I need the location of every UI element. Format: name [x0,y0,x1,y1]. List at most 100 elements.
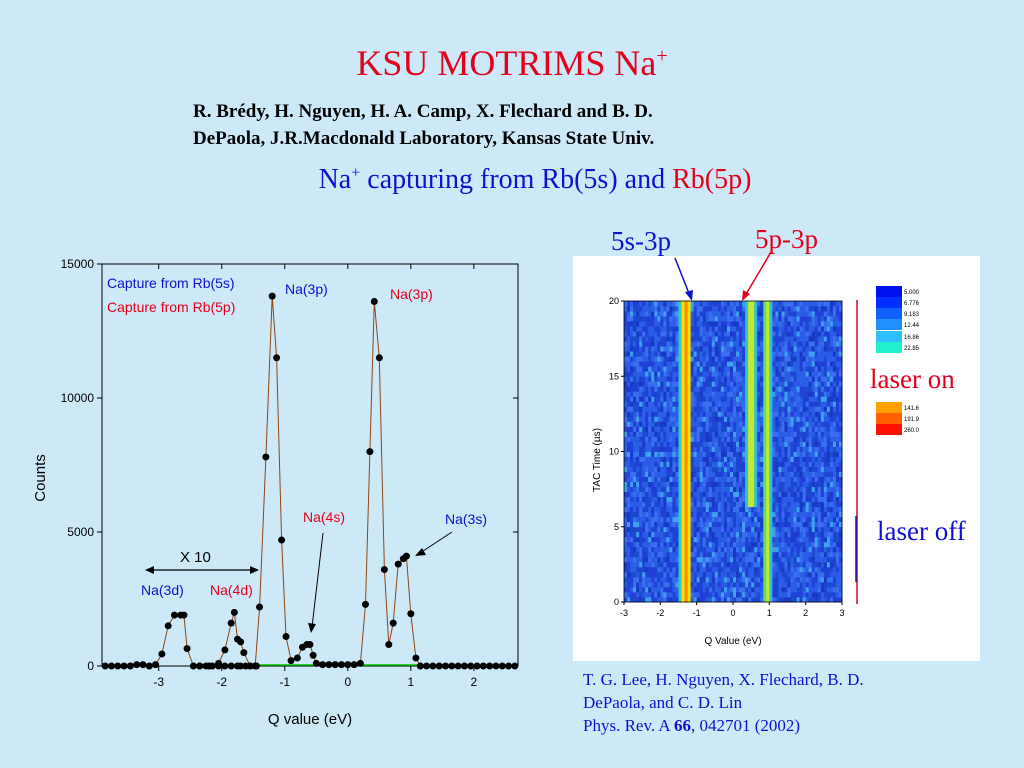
heatmap-cell [651,371,655,377]
heatmap-cell [633,576,637,583]
heatmap-cell [823,551,828,558]
heatmap-cell [745,551,749,558]
heatmap-cell [669,566,673,573]
heatmap-cell [705,451,710,457]
heatmap-cell [672,336,676,342]
heatmap-cell [624,331,628,337]
heatmap-cell [711,331,716,337]
heatmap-cell [717,416,722,422]
heatmap-cell [787,551,791,558]
heatmap-cell [805,476,810,482]
heatmap-cell [826,501,831,508]
heatmap-cell [693,321,698,327]
heatmap-cell [681,386,685,392]
heatmap-cell [675,526,679,533]
heatmap-cell [805,591,810,598]
heatmap-cell [708,486,713,493]
heatmap-cell [733,406,737,412]
heatmap-cell [702,316,707,322]
heatmap-cell [672,536,676,543]
heatmap-cell [663,501,667,508]
heatmap-cell [784,396,788,402]
data-point [262,453,270,461]
heatmap-cell [742,531,746,538]
heatmap-cell [772,431,776,437]
heatmap-cell [693,511,698,518]
heatmap-cell [726,426,731,432]
heatmap-cell [733,571,737,578]
heatmap-cell [802,326,807,332]
heatmap-cell [705,556,710,563]
heatmap-cell [745,381,749,387]
heatmap-cell [672,351,676,357]
heatmap-cell [726,461,731,467]
heatmap-cell [733,361,737,367]
heatmap-cell [633,421,637,427]
heatmap-cell [645,566,649,573]
heatmap-cell [835,376,840,382]
heatmap-cell [633,441,637,447]
heatmap-cell [781,556,785,563]
heatmap-cell [660,541,664,548]
heatmap-cell [754,421,758,427]
heatmap-cell [660,596,664,603]
heatmap-cell [720,516,725,523]
heatmap-cell [681,486,685,493]
heatmap-cell [757,501,761,508]
heatmap-cell [802,441,807,447]
heatmap-cell [684,536,688,543]
heatmap-cell [669,596,673,603]
heatmap-cell [675,476,679,482]
heatmap-y-tick-label: 20 [609,296,619,306]
heatmap-cell [636,476,640,482]
heatmap-cell [814,571,819,578]
heatmap-cell [723,431,728,437]
heatmap-cell [717,341,722,347]
heatmap-cell [775,481,779,488]
heatmap-cell [711,536,716,543]
heatmap-cell [838,551,843,558]
heatmap-cell [832,351,837,357]
heatmap-cell [699,441,704,447]
heatmap-cell [832,511,837,518]
heatmap-cell [705,326,710,332]
heatmap-cell [639,306,643,312]
heatmap-cell [693,586,698,593]
heatmap-cell [678,381,682,387]
heatmap-cell [723,536,728,543]
heatmap-cell [723,461,728,467]
heatmap-cell [829,456,834,462]
citation: T. G. Lee, H. Nguyen, X. Flechard, B. D.… [583,668,943,737]
heatmap-cell [805,521,810,528]
heatmap-cell [684,416,688,422]
heatmap-cell [775,361,779,367]
heatmap-cell [651,426,655,432]
heatmap-cell [757,466,761,472]
heatmap-cell [699,471,704,477]
heatmap-cell [823,386,828,392]
heatmap-cell [708,496,713,503]
heatmap-cell [684,541,688,548]
heatmap-cell [723,416,728,422]
heatmap-cell [802,346,807,352]
heatmap-cell [645,411,649,417]
heatmap-cell [636,506,640,513]
heatmap-cell [772,481,776,488]
heatmap-cell [745,566,749,573]
heatmap-cell [742,306,746,312]
heatmap-cell [645,476,649,482]
heatmap-cell [714,366,719,372]
heatmap-cell [627,526,631,533]
heatmap-cell [781,451,785,457]
heatmap-cell [814,511,819,518]
heatmap-cell [832,581,837,588]
heatmap-cell [711,586,716,593]
heatmap-cell [784,426,788,432]
heatmap-cell [820,556,825,563]
heatmap-cell [766,501,770,508]
heatmap-cell [736,326,740,332]
heatmap-cell [711,436,716,442]
heatmap-cell [705,321,710,327]
heatmap-cell [832,306,837,312]
heatmap-cell [639,336,643,342]
